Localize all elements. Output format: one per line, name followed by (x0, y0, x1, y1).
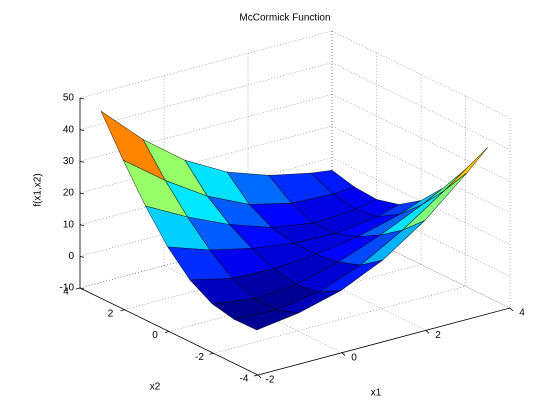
surface (100, 110, 489, 331)
y-tick-label: 2 (108, 308, 114, 319)
z-tick-label: 20 (63, 188, 75, 199)
z-tick (79, 224, 85, 227)
y-tick-label: 0 (152, 330, 158, 341)
x-axis-label: x1 (371, 388, 382, 399)
x-tick-label: 0 (351, 352, 357, 363)
y-axis-label: x2 (150, 382, 161, 393)
x-tick-label: -2 (266, 375, 275, 386)
z-tick (79, 192, 85, 195)
z-tick-label: 40 (63, 124, 75, 135)
z-tick-label: 50 (63, 93, 75, 104)
z-tick-label: 10 (63, 219, 75, 230)
z-tick (79, 129, 85, 132)
y-tick (164, 331, 170, 333)
z-tick-label: 30 (63, 156, 75, 167)
z-tick-label: -10 (60, 283, 75, 294)
chart-title: McCormick Function (239, 13, 330, 24)
y-tick-label: -2 (195, 352, 204, 363)
z-axis-label: f(x1,x2) (33, 173, 44, 206)
y-tick (253, 374, 259, 377)
x-tick-label: 2 (435, 330, 441, 341)
x-tick (425, 330, 430, 334)
z-tick (79, 97, 85, 100)
z-tick-label: 0 (68, 251, 74, 262)
z-tick (79, 287, 85, 290)
x-tick (509, 307, 514, 312)
y-tick-label: 4 (63, 287, 69, 298)
x-tick (341, 352, 346, 356)
z-tick (79, 255, 85, 258)
x-tick (257, 374, 262, 379)
y-tick (75, 287, 81, 290)
y-tick-label: -4 (240, 374, 249, 385)
y-tick (209, 352, 214, 355)
surface-face (233, 309, 300, 331)
z-tick (79, 160, 85, 163)
x-tick-label: 4 (519, 308, 525, 319)
x-axis-line (257, 307, 511, 376)
y-tick (120, 309, 125, 312)
